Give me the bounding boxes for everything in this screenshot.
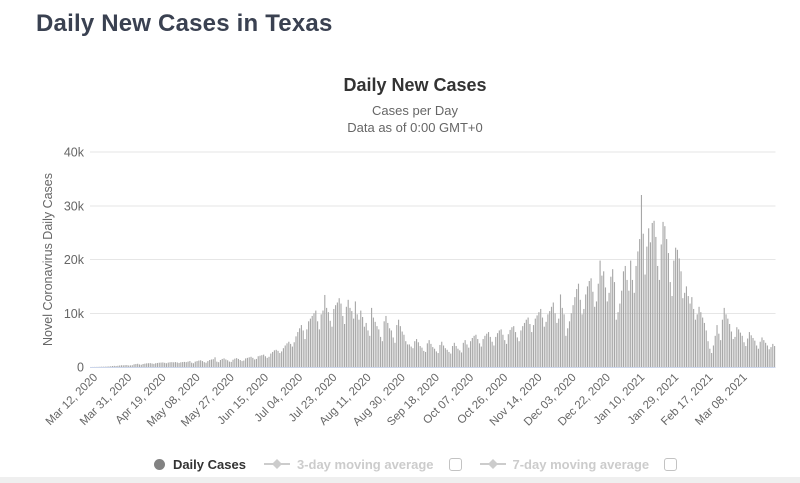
svg-text:0: 0 (77, 361, 84, 375)
legend-label-3day-moving-average: 3-day moving average (296, 456, 434, 472)
svg-text:10k: 10k (64, 307, 85, 321)
legend-label-7day-moving-average: 7-day moving average (512, 456, 650, 472)
y-axis-title: Novel Coronavirus Daily Cases (41, 173, 55, 346)
chart-subtitle-data-as-of: Data as of 0:00 GMT+0 (347, 120, 483, 135)
legend-item-7day-moving-average[interactable]: 7-day moving average (479, 456, 678, 472)
svg-text:40k: 40k (64, 146, 85, 160)
legend-item-daily-cases[interactable]: Daily Cases (153, 457, 246, 472)
svg-text:30k: 30k (64, 199, 85, 213)
daily-cases-bars (90, 195, 776, 368)
3day-moving-average-checkbox[interactable] (448, 457, 462, 471)
page-title: Daily New Cases in Texas (36, 10, 333, 37)
chart-subtitle-cases-per-day: Cases per Day (372, 103, 458, 118)
daily-new-cases-chart: Daily New Cases Cases per Day Data as of… (0, 60, 800, 477)
circle-icon (153, 458, 165, 470)
bottom-strip (0, 477, 800, 483)
line-diamond-icon (479, 459, 506, 469)
chart-legend: Daily Cases 3-day moving average 7-day m… (35, 452, 795, 476)
svg-text:20k: 20k (64, 253, 85, 267)
legend-item-3day-moving-average[interactable]: 3-day moving average (263, 456, 462, 472)
line-diamond-icon (263, 459, 290, 469)
y-axis-tick-labels: 0 10k 20k 30k 40k (64, 146, 85, 375)
legend-label-daily-cases: Daily Cases (172, 456, 246, 472)
7day-moving-average-checkbox[interactable] (664, 457, 678, 471)
chart-title: Daily New Cases (343, 75, 487, 95)
gridlines (90, 151, 776, 314)
